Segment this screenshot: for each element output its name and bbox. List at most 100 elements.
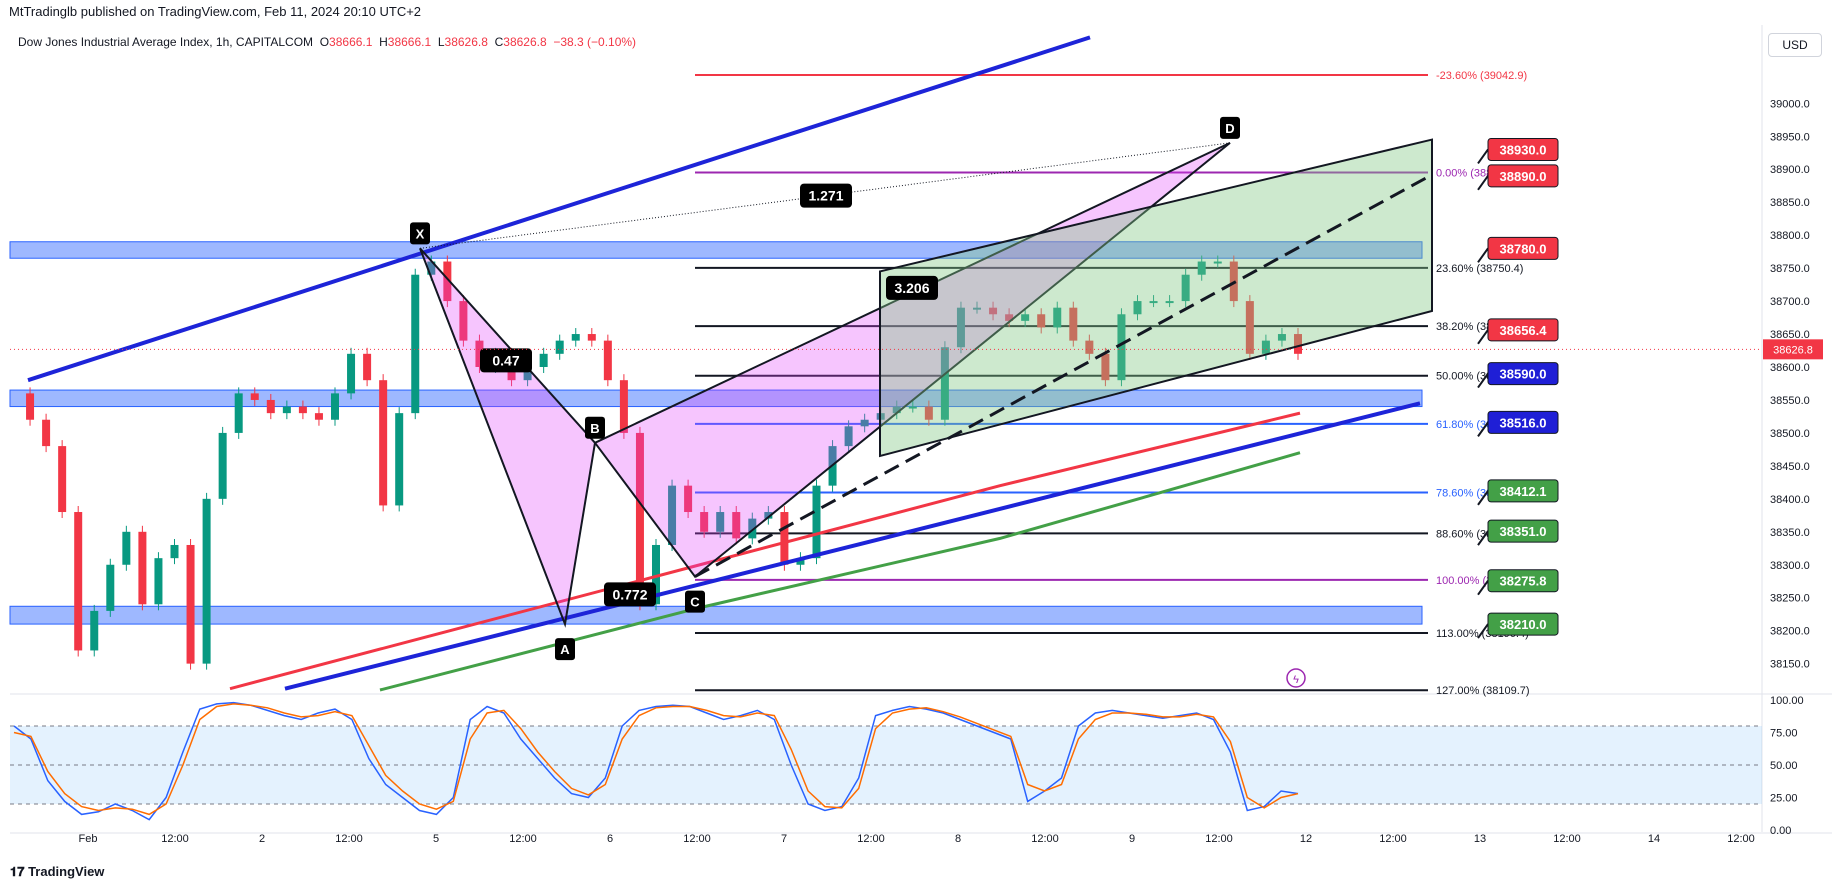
candle-body [395, 413, 404, 506]
price-label-text: 38412.1 [1500, 484, 1547, 499]
price-axis-tick: 38800.0 [1770, 230, 1810, 242]
candle-body [635, 432, 644, 605]
time-axis-tick: 12:00 [161, 833, 189, 845]
candle-body [26, 393, 35, 420]
price-label-box [1487, 569, 1559, 593]
flash-icon-glyph: ϟ [1293, 674, 1299, 686]
price-label-text: 38930.0 [1500, 142, 1547, 157]
harmonic-ratio-box [886, 275, 938, 300]
tradingview-brand: 𝟏𝟕 TradingView [10, 864, 104, 880]
ema-green-line [379, 451, 1301, 692]
high-value: 38666.1 [387, 35, 432, 49]
last-price-badge [1763, 339, 1823, 360]
high-label: H [379, 35, 388, 49]
candle-body [314, 413, 323, 420]
time-axis-tick: 12:00 [509, 833, 537, 845]
candle-body [652, 544, 660, 605]
candle-body [331, 393, 339, 420]
price-axis-tick: 38250.0 [1770, 593, 1810, 605]
change-value: −38.3 (−0.10%) [553, 35, 637, 49]
candle-body [555, 340, 564, 354]
candle-body [619, 380, 628, 433]
price-axis-tick: 38500.0 [1770, 428, 1810, 440]
price-label-text: 38516.0 [1500, 415, 1547, 430]
candle-body [1165, 301, 1174, 304]
price-axis-tick: 38550.0 [1770, 395, 1810, 407]
candle-body [603, 340, 612, 381]
price-label-box [1487, 137, 1559, 161]
candle-body [379, 380, 388, 506]
harmonic-point-label: B [590, 421, 599, 436]
candle-body [764, 512, 773, 519]
candle-body [1133, 301, 1142, 315]
price-axis-tick: 38900.0 [1770, 164, 1810, 176]
price-axis-tick: 38650.0 [1770, 329, 1810, 341]
candle-body [1101, 353, 1110, 381]
candle-body [1277, 334, 1286, 341]
time-axis-tick: 12:00 [1379, 833, 1407, 845]
harmonic-point-marker [1220, 116, 1240, 139]
candle-body [973, 307, 981, 310]
time-axis-tick: 12:00 [857, 833, 885, 845]
support-resistance-zone [9, 241, 1423, 259]
candle-body [1117, 314, 1126, 381]
currency-selector[interactable]: USD [1768, 33, 1822, 57]
channel-midline-dashed [694, 174, 1431, 578]
price-label-pointer [1477, 580, 1489, 596]
ascending-channel [879, 138, 1433, 458]
candle-body [266, 399, 275, 414]
time-axis-tick: 12:00 [1727, 833, 1755, 845]
stoch-band [10, 726, 1762, 804]
candle-body [940, 347, 949, 420]
candle-body [780, 512, 789, 565]
harmonic-ratio-label: 1.271 [808, 188, 843, 204]
price-label-pointer [1477, 148, 1489, 165]
harmonic-ratio-box [480, 348, 532, 373]
harmonic-ratio-label: 0.772 [612, 586, 647, 602]
candle-body [1245, 301, 1254, 354]
flash-icon [1286, 668, 1306, 688]
price-label-text: 38210.0 [1500, 617, 1547, 632]
candle-body [748, 518, 757, 539]
candle-body [122, 531, 131, 565]
harmonic-point-label: A [560, 642, 570, 657]
price-label-pointer [1477, 421, 1489, 437]
candle-body [42, 419, 51, 447]
harmonic-point-label: X [416, 226, 425, 241]
price-axis-tick: 39000.0 [1770, 98, 1810, 110]
price-label-pointer [1477, 490, 1489, 506]
candle-body [170, 544, 179, 559]
candle-body [74, 512, 83, 651]
candle-body [218, 432, 227, 499]
candle-body [684, 485, 693, 513]
candle-body [668, 485, 677, 545]
price-axis-tick: 38200.0 [1770, 626, 1810, 638]
support-resistance-zone [9, 605, 1423, 625]
time-axis-tick: 7 [781, 833, 787, 845]
price-axis-tick: 38450.0 [1770, 461, 1810, 473]
candle-body [347, 353, 356, 394]
price-label-text: 38590.0 [1500, 367, 1547, 382]
close-value: 38626.8 [503, 35, 547, 49]
candle-body [908, 406, 917, 409]
symbol-name[interactable]: Dow Jones Industrial Average Index, 1h, … [18, 35, 314, 49]
fib-level-label: -23.60% (39042.9) [1436, 70, 1527, 82]
candle-body [956, 307, 965, 348]
candle-body [186, 544, 195, 664]
price-label-pointer [1477, 373, 1489, 389]
candle-body [812, 485, 821, 559]
candle-body [1149, 301, 1158, 304]
price-label-box [1487, 236, 1559, 260]
candle-body [539, 353, 548, 367]
candle-body [1021, 314, 1030, 321]
stoch-axis-tick: 0.00 [1770, 825, 1791, 837]
price-label-text: 38656.4 [1500, 323, 1548, 338]
price-axis-tick: 38600.0 [1770, 362, 1810, 374]
time-axis-tick: 6 [607, 833, 613, 845]
price-axis-tick: 38750.0 [1770, 263, 1810, 275]
candle-body [523, 367, 532, 381]
harmonic-ratio-box [604, 582, 656, 607]
price-label-box [1487, 318, 1559, 342]
price-label-box [1487, 479, 1559, 503]
